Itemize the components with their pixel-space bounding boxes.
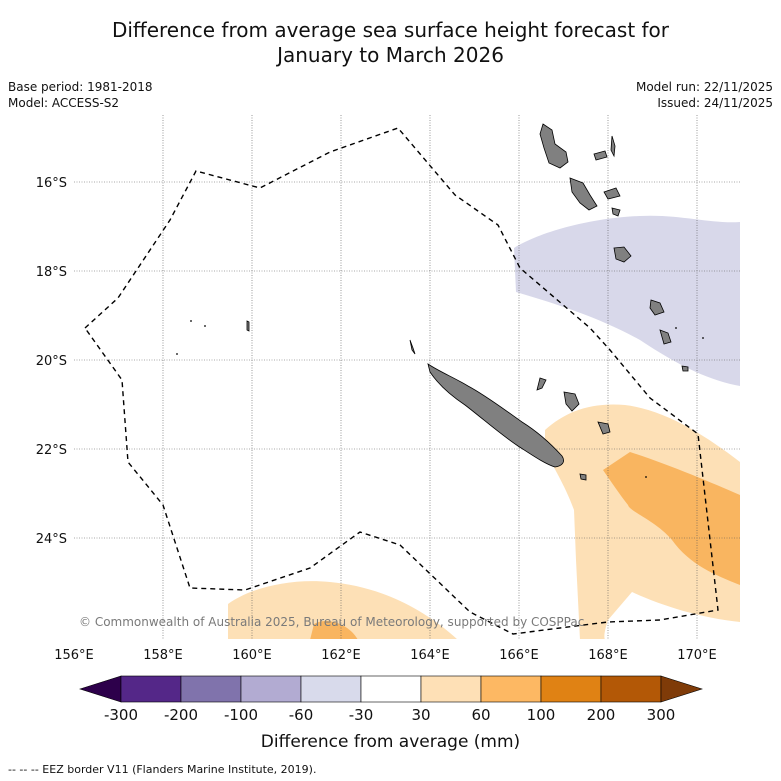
colorbar-label: Difference from average (mm) xyxy=(260,732,521,752)
erromango xyxy=(649,299,665,316)
colorbar-tick-7: 60 xyxy=(471,706,490,724)
tanna xyxy=(659,329,672,345)
loyalty-islands-mare xyxy=(597,421,611,435)
new-caledonia xyxy=(427,363,564,468)
chart-title: Difference from average sea surface heig… xyxy=(0,18,781,68)
colorbar-bin-1 xyxy=(120,675,182,703)
colorbar-tick-4: -60 xyxy=(289,706,314,724)
colorbar-tick-2: -200 xyxy=(164,706,198,724)
lon-label-164e: 164°E xyxy=(410,648,450,663)
loyalty-islands-ouvea xyxy=(536,377,547,391)
lat-label-16s: 16°S xyxy=(36,176,67,191)
eez-legend: -- -- -- EEZ border V11 (Flanders Marine… xyxy=(8,763,317,776)
epi xyxy=(611,207,621,217)
colorbar-bin-7 xyxy=(480,675,542,703)
title-line-1: Difference from average sea surface heig… xyxy=(111,18,670,42)
copyright-text: © Commonwealth of Australia 2025, Bureau… xyxy=(79,615,584,629)
colorbar-tick-8: 100 xyxy=(527,706,556,724)
lon-labels: 156°E 158°E 160°E 162°E 164°E 166°E 168°… xyxy=(54,648,717,663)
colorbar-extend-high xyxy=(660,675,703,703)
colorbar-bin-8 xyxy=(540,675,602,703)
lon-label-156e: 156°E xyxy=(54,648,94,663)
lon-label-166e: 166°E xyxy=(499,648,539,663)
lat-label-22s: 22°S xyxy=(36,443,67,458)
region-light-orange-south xyxy=(228,581,457,639)
maewo xyxy=(610,135,616,158)
colorbar-bin-5 xyxy=(360,675,422,703)
lat-label-18s: 18°S xyxy=(36,265,67,280)
lat-labels: 16°S 18°S 20°S 22°S 24°S xyxy=(36,176,67,547)
lat-label-20s: 20°S xyxy=(36,354,67,369)
colorbar-tick-5: -30 xyxy=(349,706,374,724)
loyalty-islands-lifou xyxy=(563,391,580,412)
colorbar-tick-1: -300 xyxy=(104,706,138,724)
colorbar-bin-3 xyxy=(240,675,302,703)
ambae xyxy=(593,150,608,161)
model-name: Model: ACCESS-S2 xyxy=(8,96,120,110)
lat-label-24s: 24°S xyxy=(36,532,67,547)
new-caledonia-north-islet xyxy=(409,339,416,355)
lon-label-170e: 170°E xyxy=(677,648,717,663)
colorbar-tick-3: -100 xyxy=(224,706,258,724)
region-mid-orange-south xyxy=(310,621,358,639)
colorbar-bin-9 xyxy=(600,675,662,703)
pentecost xyxy=(603,187,621,200)
malekula xyxy=(569,177,598,211)
lon-label-160e: 160°E xyxy=(232,648,272,663)
small-islets xyxy=(176,320,704,478)
colorbar-tick-10: 300 xyxy=(647,706,676,724)
model-run: Model run: 22/11/2025 xyxy=(635,80,773,94)
region-light-purple xyxy=(514,215,740,386)
lon-label-168e: 168°E xyxy=(588,648,628,663)
efate xyxy=(613,246,632,263)
espiritu-santo xyxy=(539,123,569,169)
chesterfield-islet xyxy=(246,320,250,332)
issued-date: Issued: 24/11/2025 xyxy=(657,96,773,110)
colorbar-bin-6 xyxy=(420,675,482,703)
lon-label-162e: 162°E xyxy=(321,648,361,663)
colorbar-bin-4 xyxy=(300,675,362,703)
meta-right: Model run: 22/11/2025 Issued: 24/11/2025 xyxy=(636,79,773,111)
colorbar: -300 -200 -100 -60 -30 30 60 100 200 300 xyxy=(79,675,703,724)
land xyxy=(246,123,689,481)
title-line-2: January to March 2026 xyxy=(277,43,504,67)
eez-border xyxy=(84,127,719,635)
region-mid-orange-east xyxy=(603,452,740,585)
base-period: Base period: 1981-2018 xyxy=(8,80,153,94)
region-light-orange-east xyxy=(545,404,740,639)
colorbar-tick-9: 200 xyxy=(587,706,616,724)
map-area xyxy=(74,115,740,639)
aneityum xyxy=(681,365,689,372)
meta-left: Base period: 1981-2018 Model: ACCESS-S2 xyxy=(8,79,153,111)
colorbar-extend-low xyxy=(79,675,122,703)
gridlines xyxy=(74,115,740,639)
isle-of-pines xyxy=(579,473,587,481)
colorbar-tick-6: 30 xyxy=(411,706,430,724)
colorbar-bin-2 xyxy=(180,675,242,703)
lon-label-158e: 158°E xyxy=(143,648,183,663)
